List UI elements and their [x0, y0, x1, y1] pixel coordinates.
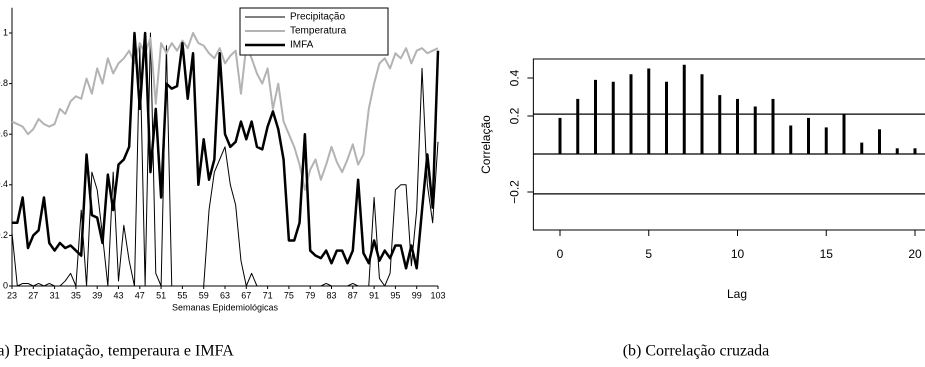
- x-tick-label: 10: [731, 247, 745, 261]
- legend-label: Temperatura: [290, 26, 347, 37]
- x-tick-label: 91: [369, 290, 379, 300]
- y-tick-label: 0: [3, 280, 8, 290]
- x-tick-label: 0: [557, 247, 564, 261]
- plot-box: [532, 58, 925, 231]
- x-tick-label: 75: [284, 290, 294, 300]
- y-tick-label: 1: [3, 27, 8, 37]
- y-tick-label: 0.4: [0, 179, 8, 189]
- x-tick-label: 31: [50, 290, 60, 300]
- series-line: [11, 32, 439, 287]
- x-tick-label: 23: [7, 290, 17, 300]
- x-tick-label: 99: [412, 290, 422, 300]
- y-tick-label: −0.2: [508, 180, 522, 204]
- y-tick-label: 0.8: [0, 78, 8, 88]
- caption-b: (b) Correlação cruzada: [623, 343, 770, 360]
- caption-a: (a) Precipiatação, temperaura e IMFA: [0, 343, 234, 360]
- y-tick-label: 0.2: [508, 107, 522, 124]
- legend-label: Precipitação: [290, 12, 345, 23]
- series-line: [11, 32, 439, 191]
- x-tick-label: 87: [348, 290, 358, 300]
- x-tick-label: 83: [326, 290, 336, 300]
- x-tick-label: 59: [199, 290, 209, 300]
- y-axis-label: Correlação: [479, 115, 493, 174]
- x-tick-label: 5: [645, 247, 652, 261]
- x-tick-label: 35: [71, 290, 81, 300]
- series-line: [12, 31, 440, 270]
- y-tick-label: 0.2: [0, 230, 8, 240]
- x-tick-label: 43: [113, 290, 123, 300]
- x-tick-label: 20: [908, 247, 922, 261]
- x-tick-label: 51: [156, 290, 166, 300]
- x-tick-label: 15: [820, 247, 834, 261]
- x-tick-label: 95: [390, 290, 400, 300]
- x-tick-label: 27: [28, 290, 38, 300]
- x-tick-label: 79: [305, 290, 315, 300]
- x-tick-label: 103: [430, 290, 445, 300]
- legend-label: IMFA: [290, 40, 314, 51]
- y-tick-label: 0.4: [508, 69, 522, 86]
- x-axis-label: Semanas Epidemiológicas: [172, 302, 279, 312]
- x-tick-label: 63: [220, 290, 230, 300]
- x-tick-label: 71: [263, 290, 273, 300]
- x-tick-label: 47: [135, 290, 145, 300]
- y-tick-label: 0.6: [0, 129, 8, 139]
- x-tick-label: 55: [177, 290, 187, 300]
- x-tick-label: 39: [92, 290, 102, 300]
- x-axis-label: Lag: [727, 287, 747, 301]
- x-tick-label: 67: [241, 290, 251, 300]
